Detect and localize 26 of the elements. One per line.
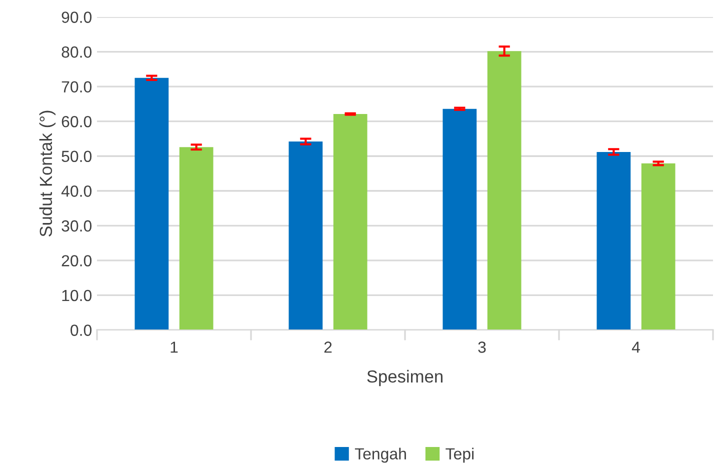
y-tick-label: 40.0 (61, 186, 92, 197)
bar (333, 114, 368, 330)
y-tick-label: 30.0 (62, 220, 92, 232)
x-tick-label: 1 (170, 342, 178, 353)
bar (596, 152, 631, 330)
x-tick-label: 3 (478, 342, 486, 353)
y-axis-title: Sudut Kontak (°) (39, 110, 56, 236)
bar (288, 142, 323, 330)
y-tick-label: 20.0 (62, 255, 92, 266)
y-tick-label: 50.0 (62, 150, 92, 162)
x-axis-title: Spesimen (367, 370, 442, 386)
bar (641, 163, 676, 330)
y-tick-label: 70.0 (62, 81, 92, 92)
y-tick-label: 10.0 (62, 290, 92, 302)
y-tick-label: 80.0 (62, 46, 92, 58)
y-tick-label: 90.0 (62, 12, 92, 23)
bar (442, 108, 477, 330)
y-tick-label: 60.0 (62, 116, 92, 128)
y-tick-label: 0.0 (70, 324, 92, 336)
legend-label: Tepi (446, 448, 474, 463)
bar (134, 78, 169, 330)
x-tick-label: 2 (324, 342, 332, 353)
bar (179, 147, 214, 330)
legend-label: Tengah (354, 448, 406, 463)
x-tick-label: 4 (632, 342, 640, 353)
bar (487, 51, 522, 330)
